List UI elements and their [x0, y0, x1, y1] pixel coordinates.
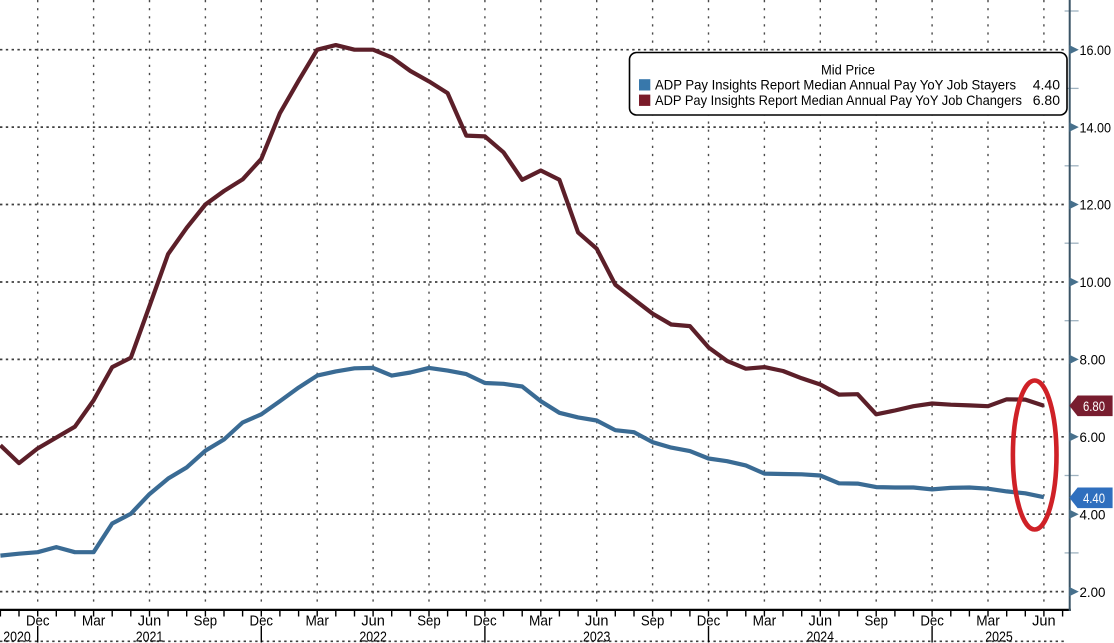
- svg-text:Mid Price: Mid Price: [821, 63, 875, 79]
- svg-text:Mar: Mar: [529, 613, 553, 630]
- svg-text:Sep: Sep: [417, 613, 441, 630]
- svg-text:Sep: Sep: [641, 613, 665, 630]
- svg-text:Jun: Jun: [809, 613, 833, 630]
- svg-text:2025: 2025: [985, 629, 1013, 643]
- svg-text:4.40: 4.40: [1033, 77, 1060, 93]
- svg-text:8.00: 8.00: [1080, 352, 1106, 368]
- svg-text:4.40: 4.40: [1083, 491, 1105, 506]
- svg-text:Mar: Mar: [82, 613, 106, 630]
- svg-text:6.80: 6.80: [1033, 92, 1060, 108]
- svg-text:Sep: Sep: [864, 613, 888, 630]
- svg-text:Mar: Mar: [753, 613, 777, 630]
- svg-text:2022: 2022: [359, 629, 387, 643]
- svg-text:Dec: Dec: [697, 613, 721, 630]
- svg-text:6.80: 6.80: [1083, 399, 1105, 414]
- svg-text:Sep: Sep: [194, 613, 218, 630]
- svg-text:16.00: 16.00: [1080, 42, 1112, 58]
- svg-text:Dec: Dec: [250, 613, 274, 630]
- svg-text:Jun: Jun: [138, 613, 162, 630]
- svg-text:2023: 2023: [583, 629, 611, 643]
- svg-text:Jun: Jun: [585, 613, 609, 630]
- svg-text:14.00: 14.00: [1080, 119, 1112, 135]
- svg-text:6.00: 6.00: [1080, 429, 1106, 445]
- svg-text:Dec: Dec: [920, 613, 944, 630]
- svg-text:12.00: 12.00: [1080, 197, 1112, 213]
- svg-text:Dec: Dec: [26, 613, 50, 630]
- svg-text:4.00: 4.00: [1080, 506, 1106, 522]
- svg-text:ADP Pay Insights Report Median: ADP Pay Insights Report Median Annual Pa…: [655, 77, 1016, 93]
- svg-text:Jun: Jun: [1032, 613, 1056, 630]
- svg-text:Mar: Mar: [305, 613, 329, 630]
- svg-text:Mar: Mar: [976, 613, 1000, 630]
- svg-text:2021: 2021: [136, 629, 164, 643]
- svg-text:10.00: 10.00: [1080, 274, 1112, 290]
- svg-text:2024: 2024: [807, 629, 835, 643]
- svg-text:Dec: Dec: [473, 613, 497, 630]
- svg-text:Jun: Jun: [361, 613, 385, 630]
- svg-text:ADP Pay Insights Report Median: ADP Pay Insights Report Median Annual Pa…: [655, 92, 1022, 108]
- svg-text:2020: 2020: [3, 629, 31, 643]
- svg-text:2.00: 2.00: [1080, 584, 1106, 600]
